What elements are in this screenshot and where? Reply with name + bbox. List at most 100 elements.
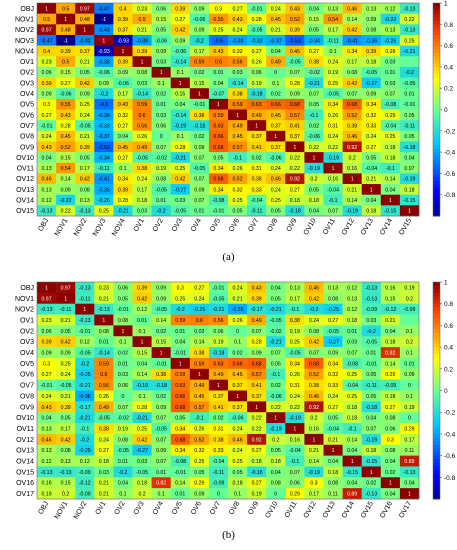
cell-value: -0.1 [271, 372, 280, 378]
heatmap-cell [342, 347, 362, 359]
heatmap-cell [170, 66, 191, 78]
heatmap-cell [56, 130, 76, 142]
cell-value: 0.28 [252, 17, 262, 23]
heatmap-cell [94, 56, 114, 68]
heatmap-cell [380, 401, 401, 413]
cell-value: 0.68 [347, 102, 357, 108]
heatmap-cell [399, 141, 420, 153]
cell-value: 0.18 [232, 481, 242, 487]
cell-value: 0.22 [404, 17, 414, 23]
cell-value: 0.56 [99, 383, 109, 389]
heatmap-cell [75, 66, 95, 78]
cell-value: 0.1 [177, 70, 184, 76]
heatmap-cell [189, 292, 210, 304]
heatmap-cell [361, 325, 382, 337]
heatmap-cell [399, 45, 420, 57]
heatmap-cell [37, 336, 57, 348]
colorbar-tick-label: 1 [444, 1, 448, 8]
cell-value: 0.32 [118, 113, 128, 119]
heatmap-cell [228, 336, 248, 348]
heatmap-cell [247, 455, 267, 467]
heatmap-cell [247, 347, 267, 359]
heatmap-cell [37, 56, 57, 68]
cell-value: 1 [389, 198, 392, 204]
heatmap-cell [208, 24, 229, 36]
heatmap-cell [189, 282, 210, 294]
heatmap-cell [75, 357, 95, 370]
heatmap-cell [228, 455, 248, 467]
cell-value: -0.33 [251, 38, 263, 44]
heatmap-cell [94, 292, 114, 304]
heatmap-cell [189, 34, 210, 46]
cell-value: 0.34 [213, 187, 223, 193]
colorbar-segment [433, 321, 440, 326]
cell-value: 0.24 [137, 177, 147, 183]
cell-value: 0.34 [347, 49, 357, 55]
cell-value: -0.06 [98, 70, 110, 76]
cell-value: 0.16 [290, 437, 300, 443]
cell-value: 0.07 [156, 145, 166, 151]
cell-value: 0.05 [175, 416, 185, 422]
heatmap-cell [361, 477, 382, 489]
cell-value: 0.14 [137, 372, 147, 378]
heatmap-cell [113, 466, 133, 478]
heatmap-cell [304, 66, 324, 78]
heatmap-cell [285, 357, 305, 370]
heatmap-cell [266, 325, 286, 337]
cell-value: 0.92 [347, 145, 357, 151]
heatmap-cell [113, 56, 133, 68]
cell-value: 0.57 [290, 113, 300, 119]
heatmap-cell [304, 13, 324, 25]
cell-value: 0.45 [232, 372, 242, 378]
cell-value: 0.09 [404, 372, 414, 378]
heatmap-cell [285, 3, 305, 14]
heatmap-cell [170, 152, 191, 164]
cell-value: 0.04 [271, 285, 281, 291]
cell-value: 0.42 [347, 81, 357, 87]
cell-value: 0.18 [328, 470, 338, 476]
heatmap-cell [361, 379, 382, 391]
cell-value: 0.05 [232, 470, 242, 476]
heatmap-cell [75, 477, 95, 489]
cell-value: 0.26 [99, 394, 109, 400]
heatmap-cell [75, 292, 95, 304]
cell-value: 0.08 [156, 177, 166, 183]
heatmap-cell [208, 325, 229, 337]
cell-value: -0.13 [79, 209, 91, 215]
cell-value: 0.03 [156, 113, 166, 119]
cell-value: 1 [179, 81, 182, 87]
heatmap-cell [37, 109, 57, 121]
cell-value: -0.18 [404, 145, 416, 151]
cell-value: 0.27 [175, 17, 185, 23]
heatmap-cell [94, 303, 114, 315]
heatmap-cell [323, 13, 343, 25]
cell-value: 0.19 [118, 426, 128, 432]
heatmap-cell [361, 194, 382, 206]
heatmap-cell [380, 3, 401, 14]
heatmap-cell [151, 109, 171, 121]
cell-value: 0.5 [62, 60, 69, 66]
heatmap-cell [189, 379, 210, 391]
heatmap-cell [56, 184, 76, 195]
heatmap-cell [37, 303, 57, 315]
heatmap-cell [189, 466, 210, 478]
heatmap-cell [94, 466, 114, 478]
cell-value: 0.21 [232, 296, 242, 302]
heatmap-cell [342, 433, 362, 446]
cell-value: 0.15 [156, 340, 166, 346]
heatmap-cell [37, 292, 57, 304]
heatmap-cell [37, 13, 57, 25]
heatmap-cell [94, 379, 114, 391]
heatmap-cell [75, 77, 95, 89]
colorbar-segment [433, 444, 440, 449]
cell-value: 0.6 [215, 60, 222, 66]
column-label: OV9 [286, 217, 299, 233]
heatmap-cell [228, 477, 248, 489]
cell-value: 0.1 [158, 492, 165, 498]
cell-value: 0.21 [80, 60, 90, 66]
colorbar-segment [433, 20, 440, 25]
heatmap-cell [323, 205, 343, 217]
cell-value: 0.24 [80, 113, 90, 119]
cell-value: 0.13 [41, 426, 51, 432]
heatmap-cell [75, 88, 95, 100]
